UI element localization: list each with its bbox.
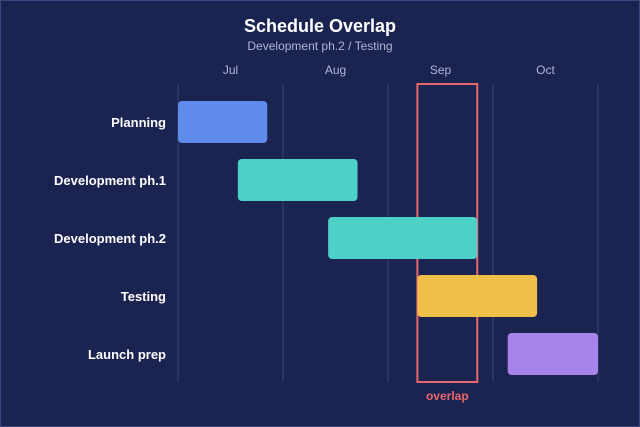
x-axis-ticks: Jul Aug Sep Oct: [223, 63, 556, 77]
task-bar: [178, 101, 268, 143]
chart-subtitle: Development ph.2 / Testing: [247, 39, 392, 53]
task-label: Development ph.1: [54, 173, 166, 188]
task-label: Planning: [111, 115, 166, 130]
task-label: Launch prep: [88, 347, 166, 362]
task-bar: [328, 217, 478, 259]
task-labels: Planning Development ph.1 Development ph.2…: [54, 115, 166, 362]
x-tick-label: Sep: [430, 63, 452, 77]
task-label: Development ph.2: [54, 231, 166, 246]
task-bars: [178, 101, 598, 375]
x-tick-label: Oct: [536, 63, 555, 77]
task-bar: [417, 275, 538, 317]
task-bar: [237, 159, 358, 201]
task-label: Testing: [121, 289, 166, 304]
chart-title: Schedule Overlap: [244, 16, 396, 36]
overlap-label: overlap: [426, 389, 469, 403]
x-tick-label: Jul: [223, 63, 238, 77]
task-bar: [507, 333, 598, 375]
x-tick-label: Aug: [325, 63, 346, 77]
